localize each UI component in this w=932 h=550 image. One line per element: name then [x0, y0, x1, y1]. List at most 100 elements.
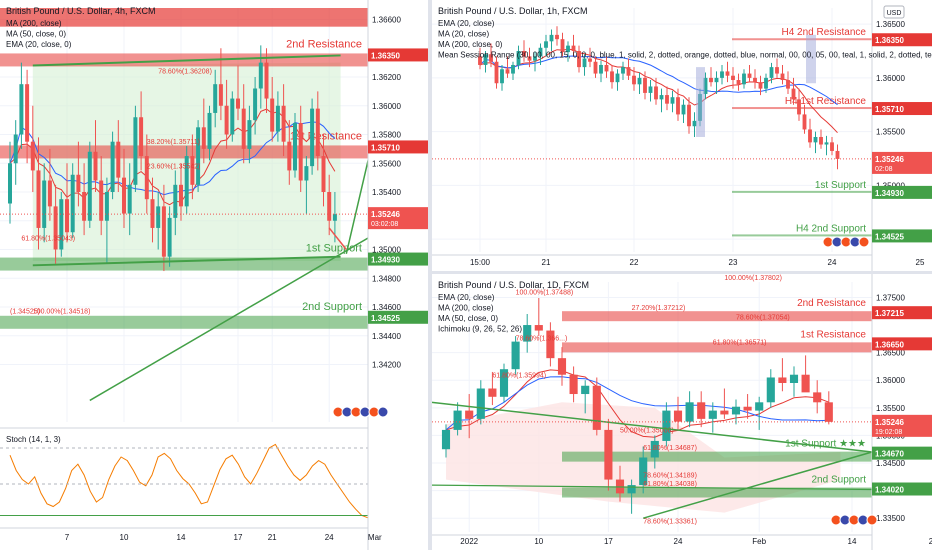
- candle-body[interactable]: [104, 192, 109, 221]
- candle-body[interactable]: [627, 485, 636, 494]
- candle-body[interactable]: [569, 374, 578, 395]
- candle-body[interactable]: [511, 341, 520, 370]
- candle-body[interactable]: [70, 174, 75, 233]
- candle-body[interactable]: [139, 117, 144, 157]
- candle-body[interactable]: [332, 214, 337, 221]
- stoch-legend[interactable]: Stoch (14, 1, 3): [6, 435, 61, 444]
- candle-body[interactable]: [494, 61, 499, 84]
- candle-body[interactable]: [581, 385, 590, 395]
- candle-body[interactable]: [659, 95, 664, 100]
- candle-body[interactable]: [8, 163, 12, 204]
- indicator-legend[interactable]: EMA (20, close): [438, 293, 495, 302]
- indicator-legend[interactable]: MA (20, close): [438, 30, 489, 39]
- candle-body[interactable]: [775, 67, 779, 74]
- candle-body[interactable]: [670, 97, 675, 104]
- event-flag-icon[interactable]: [377, 406, 389, 418]
- candle-body[interactable]: [643, 77, 647, 93]
- candle-body[interactable]: [819, 136, 823, 145]
- candle-body[interactable]: [742, 73, 746, 85]
- candle-body[interactable]: [76, 174, 81, 192]
- candle-body[interactable]: [681, 104, 686, 115]
- candle-body[interactable]: [293, 123, 297, 171]
- candle-body[interactable]: [110, 141, 115, 192]
- indicator-legend[interactable]: Ichimoku (9, 26, 52, 26): [438, 325, 522, 334]
- candle-body[interactable]: [488, 388, 497, 397]
- candle-body[interactable]: [53, 206, 58, 250]
- candle-body[interactable]: [544, 41, 548, 48]
- candle-body[interactable]: [47, 180, 52, 207]
- candle-body[interactable]: [755, 402, 764, 411]
- candle-body[interactable]: [654, 86, 658, 100]
- candle-body[interactable]: [224, 105, 229, 135]
- candle-body[interactable]: [499, 369, 509, 397]
- candle-body[interactable]: [213, 84, 218, 113]
- candle-body[interactable]: [786, 80, 790, 89]
- candle-body[interactable]: [673, 410, 683, 422]
- candle-body[interactable]: [808, 129, 812, 143]
- candle-body[interactable]: [65, 199, 69, 233]
- candle-body[interactable]: [626, 67, 631, 76]
- candle-body[interactable]: [93, 151, 98, 181]
- price-axis[interactable]: [872, 274, 932, 550]
- candle-body[interactable]: [478, 56, 482, 65]
- candle-body[interactable]: [327, 192, 332, 221]
- candle-body[interactable]: [588, 58, 592, 62]
- candle-body[interactable]: [184, 156, 189, 207]
- candle-body[interactable]: [133, 117, 138, 185]
- candle-body[interactable]: [577, 50, 581, 68]
- candle-body[interactable]: [797, 99, 801, 115]
- candle-body[interactable]: [42, 180, 47, 228]
- candle-body[interactable]: [270, 98, 275, 132]
- candle-body[interactable]: [207, 112, 212, 149]
- candle-body[interactable]: [87, 151, 92, 221]
- candle-body[interactable]: [709, 77, 713, 83]
- candle-body[interactable]: [241, 108, 246, 149]
- candle-body[interactable]: [13, 134, 18, 164]
- candle-body[interactable]: [824, 402, 833, 422]
- candle-body[interactable]: [743, 406, 752, 411]
- panel-divider-vertical[interactable]: [428, 0, 432, 550]
- candle-body[interactable]: [639, 457, 648, 486]
- candle-body[interactable]: [321, 156, 326, 192]
- candle-body[interactable]: [764, 77, 768, 89]
- candle-body[interactable]: [505, 69, 510, 74]
- candle-body[interactable]: [566, 45, 570, 53]
- candle-body[interactable]: [546, 330, 555, 359]
- candle-body[interactable]: [489, 54, 493, 62]
- candle-body[interactable]: [615, 73, 620, 83]
- candle-body[interactable]: [708, 410, 717, 419]
- candle-body[interactable]: [758, 82, 763, 89]
- candle-body[interactable]: [116, 141, 121, 178]
- candle-body[interactable]: [523, 325, 532, 342]
- candle-body[interactable]: [476, 388, 485, 419]
- candle-body[interactable]: [687, 104, 691, 127]
- candle-body[interactable]: [731, 406, 741, 415]
- candle-body[interactable]: [150, 199, 155, 228]
- candle-body[interactable]: [582, 58, 587, 68]
- candle-body[interactable]: [127, 184, 132, 214]
- candle-body[interactable]: [99, 180, 104, 221]
- candle-body[interactable]: [692, 120, 697, 127]
- candle-body[interactable]: [549, 34, 554, 42]
- indicator-legend[interactable]: EMA (20, close): [438, 19, 495, 28]
- candle-body[interactable]: [830, 142, 834, 151]
- candle-body[interactable]: [610, 71, 614, 83]
- candle-body[interactable]: [780, 73, 785, 81]
- candle-body[interactable]: [315, 108, 320, 157]
- panel-1h[interactable]: H4 2nd Resistance 1.36350 H4 1st Resistanc…: [432, 0, 932, 271]
- candle-body[interactable]: [534, 325, 543, 331]
- indicator-legend[interactable]: MA (200, close): [438, 304, 494, 313]
- indicator-legend[interactable]: EMA (20, close, 0): [6, 40, 72, 49]
- candle-body[interactable]: [179, 184, 183, 207]
- indicator-legend[interactable]: MA (50, close, 0): [6, 30, 66, 39]
- candle-body[interactable]: [236, 98, 240, 109]
- indicator-legend[interactable]: MA (50, close, 0): [438, 314, 498, 323]
- candle-body[interactable]: [30, 141, 35, 171]
- event-flag-icon[interactable]: [858, 236, 870, 248]
- candle-body[interactable]: [122, 177, 126, 214]
- candle-body[interactable]: [511, 64, 515, 74]
- candle-body[interactable]: [441, 429, 451, 450]
- candle-body[interactable]: [789, 374, 799, 383]
